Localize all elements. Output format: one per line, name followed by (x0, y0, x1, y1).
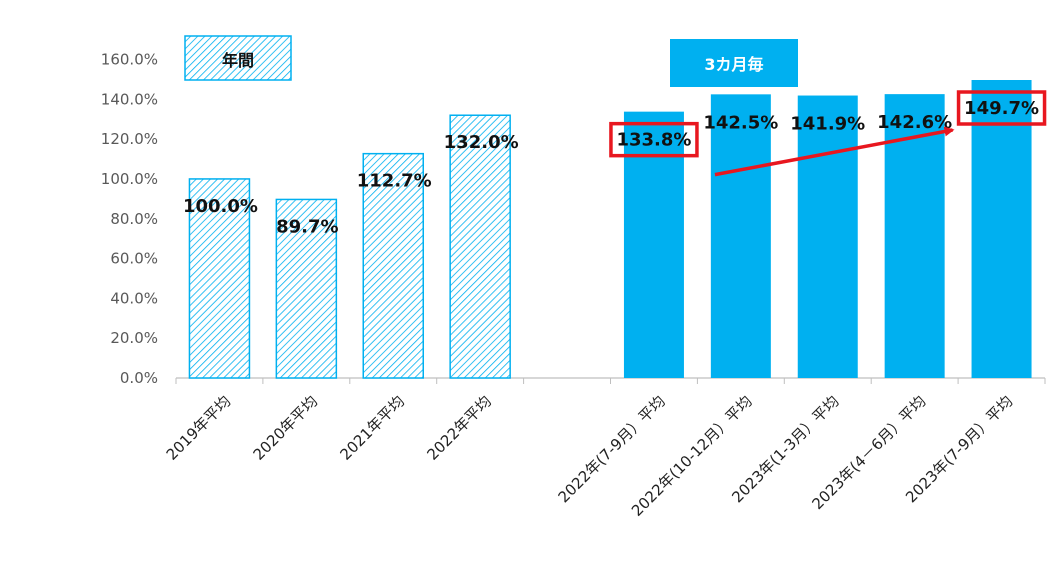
y-tick-label: 40.0% (110, 289, 158, 307)
y-tick-label: 0.0% (120, 369, 158, 387)
data-label: 132.0% (444, 132, 519, 153)
bar (188, 178, 251, 379)
bar (362, 152, 424, 379)
bar (971, 80, 1032, 378)
y-tick-label: 140.0% (101, 90, 158, 108)
legend-annual-label: 年間 (222, 51, 254, 70)
data-label: 149.7% (964, 98, 1039, 119)
legend-quarterly-label: 3カ月毎 (704, 55, 763, 74)
x-category-label: 2020年平均 (250, 392, 322, 464)
data-label: 100.0% (183, 196, 258, 217)
bar (623, 111, 684, 379)
legend-quarterly-swatch (670, 39, 798, 87)
data-label: 141.9% (790, 114, 865, 135)
data-label: 142.5% (703, 112, 778, 133)
data-label: 133.8% (616, 130, 691, 151)
legend-annual-swatch (184, 35, 292, 81)
x-category-label: 2022年平均 (423, 392, 495, 464)
y-tick-label: 120.0% (101, 130, 158, 148)
x-category-label: 2021年平均 (337, 392, 409, 464)
y-tick-label: 60.0% (110, 250, 158, 268)
legend-quarterly: 3カ月毎 (670, 39, 798, 87)
y-tick-label: 20.0% (110, 329, 158, 347)
bar (449, 114, 511, 379)
bar (797, 95, 858, 379)
data-label: 112.7% (357, 171, 432, 192)
highlight-box (956, 90, 1047, 126)
y-tick-label: 100.0% (101, 170, 158, 188)
y-tick-label: 160.0% (101, 51, 158, 69)
highlight-box (609, 121, 699, 158)
trend-arrow (714, 126, 955, 177)
bar (710, 94, 771, 378)
data-label: 89.7% (276, 216, 338, 237)
bar (275, 198, 338, 379)
x-category-label: 2019年平均 (163, 392, 235, 464)
y-tick-label: 80.0% (110, 210, 158, 228)
legend-annual: 年間 (184, 35, 292, 81)
data-label: 142.6% (877, 112, 952, 133)
